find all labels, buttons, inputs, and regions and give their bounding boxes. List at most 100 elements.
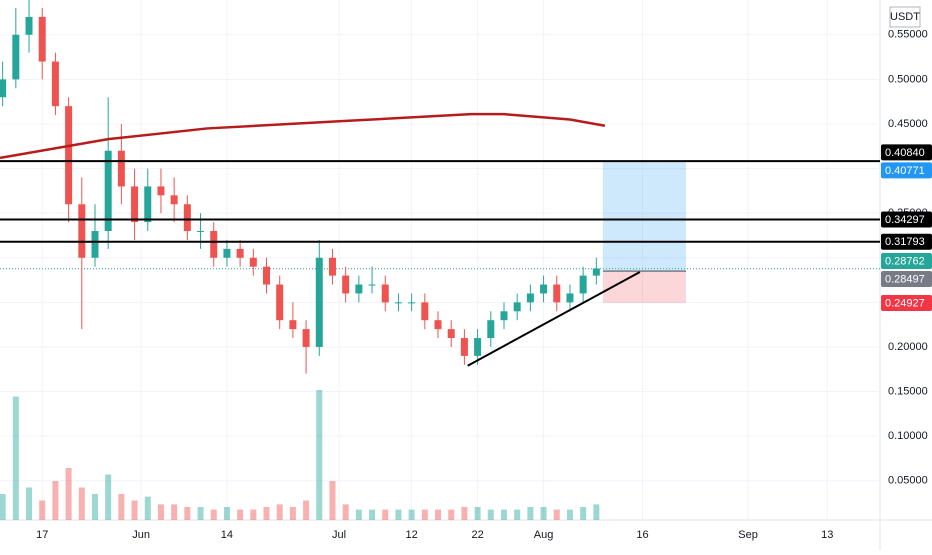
x-tick-label: 17 [36, 529, 48, 541]
volume-bar [474, 507, 481, 520]
x-tick-label: 12 [406, 529, 418, 541]
candle-body [447, 329, 455, 339]
candle-body [342, 275, 350, 294]
price-tag-label: 0.24927 [885, 297, 925, 309]
price-tag [881, 270, 932, 287]
volume-bar [263, 507, 270, 520]
candle-body [460, 338, 468, 356]
position-target-zone [602, 161, 687, 272]
candle-body [434, 320, 442, 330]
candle-body [0, 79, 7, 98]
volume-bar [210, 509, 217, 520]
candle-body [51, 61, 59, 107]
candle-body [25, 16, 33, 35]
volume-bar [329, 481, 336, 520]
candle-body [566, 293, 574, 303]
candle-body [197, 231, 205, 233]
candle-body [131, 186, 139, 223]
candle-body [579, 275, 587, 294]
y-tick-label: 0.50000 [888, 73, 928, 85]
volume-bar [157, 504, 164, 520]
price-tag-label: 0.40840 [885, 147, 925, 159]
candle-body [355, 284, 363, 294]
volume-bar [171, 504, 178, 520]
candle-body [368, 284, 376, 286]
volume-bar [276, 504, 283, 520]
x-tick-label: Jun [132, 529, 150, 541]
volume-bar [39, 500, 46, 520]
volume-bar [237, 509, 244, 520]
price-tag [881, 144, 932, 161]
volume-bar [303, 500, 310, 520]
candle-body [408, 302, 416, 304]
price-tag [881, 162, 932, 179]
volume-bar [197, 507, 204, 520]
volume-bar [527, 507, 534, 520]
volume-bar [593, 504, 600, 520]
candle-body [421, 302, 429, 321]
volume-bar [65, 468, 72, 520]
price-tag-label: 0.34297 [885, 214, 925, 226]
candle-body [117, 150, 125, 187]
x-tick-label: Jul [332, 529, 346, 541]
volume-bar [26, 487, 33, 520]
volume-bar [250, 509, 257, 520]
volume-bar [369, 509, 376, 520]
candle-body [487, 320, 495, 339]
volume-bar [105, 474, 112, 520]
volume-bar [0, 494, 6, 520]
price-tag [881, 233, 932, 250]
price-tag [881, 295, 932, 312]
volume-bar [144, 496, 151, 520]
candle-body [513, 302, 521, 312]
position-stop-zone [602, 271, 687, 304]
volume-bar [408, 509, 415, 520]
candle-body [65, 106, 73, 205]
candle-body [474, 338, 482, 356]
candle-body [302, 329, 310, 347]
price-tag [881, 211, 932, 228]
x-tick-label: 16 [636, 529, 648, 541]
candle-body [328, 257, 336, 276]
candle-body [381, 284, 389, 303]
candle-body [104, 150, 112, 232]
volume-bar [514, 509, 521, 520]
candle-body [500, 311, 508, 321]
x-tick-label: Sep [738, 529, 758, 541]
price-tag-label: 0.40771 [885, 165, 925, 177]
volume-bar [553, 509, 560, 520]
volume-bar [118, 494, 125, 520]
x-tick-label: 13 [821, 529, 833, 541]
x-tick-label: 22 [471, 529, 483, 541]
volume-bar [580, 507, 587, 520]
volume-bar [421, 509, 428, 520]
price-tag-label: 0.31793 [885, 236, 925, 248]
candle-body [289, 320, 297, 330]
price-tag-label: 0.28762 [885, 255, 925, 267]
volume-bar [12, 396, 19, 520]
candle-body [144, 186, 152, 223]
candle-body [249, 257, 257, 267]
trendline [467, 271, 641, 367]
y-tick-label: 0.45000 [888, 118, 928, 130]
volume-bar [435, 509, 442, 520]
volume-bar [382, 509, 389, 520]
candle-body [12, 34, 20, 80]
volume-bar [395, 509, 402, 520]
volume-bar [91, 494, 98, 520]
candle-body [170, 195, 178, 205]
volume-bar [184, 507, 191, 520]
candle-body [38, 16, 46, 62]
unit-box [889, 6, 921, 28]
candle-body [91, 231, 99, 258]
volume-bar [52, 481, 59, 520]
volume-bar [289, 507, 296, 520]
unit-label: USDT [890, 11, 920, 23]
candle-body [553, 284, 561, 303]
x-tick-label: 14 [221, 529, 233, 541]
candle-body [526, 293, 534, 303]
candle-body [183, 204, 191, 232]
volume-bar [131, 500, 138, 520]
